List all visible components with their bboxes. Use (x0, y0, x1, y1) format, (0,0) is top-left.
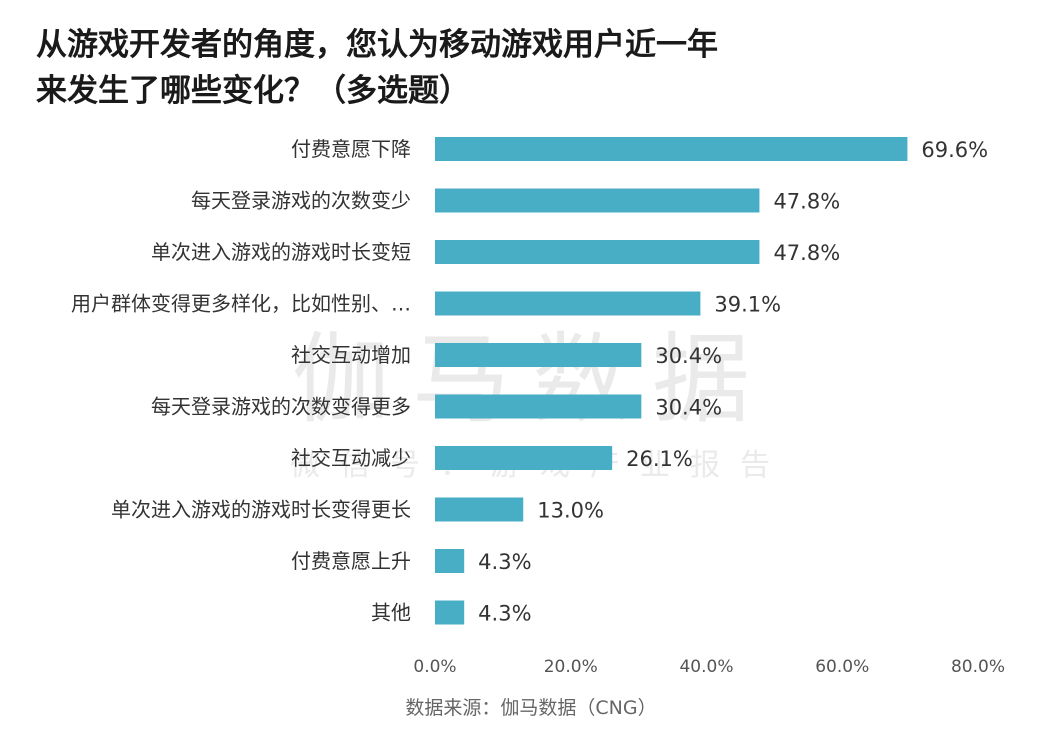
bar (435, 394, 642, 419)
category-label: 用户群体变得更多样化，比如性别、… (71, 292, 411, 316)
category-label: 付费意愿下降 (291, 137, 411, 161)
category-label: 社交互动减少 (291, 446, 411, 470)
x-tick-label: 60.0% (815, 657, 869, 677)
value-label: 26.1% (626, 447, 693, 471)
bar (435, 188, 760, 213)
value-label: 4.3% (478, 550, 531, 574)
bar (435, 549, 465, 573)
x-tick-label: 80.0% (951, 657, 1005, 677)
category-label: 单次进入游戏的游戏时长变短 (151, 240, 411, 264)
chart-title: 从游戏开发者的角度，您认为移动游戏用户近一年 来发生了哪些变化？（多选题） (36, 22, 816, 114)
x-tick-label: 40.0% (679, 657, 733, 677)
bar (435, 291, 701, 316)
x-tick-label: 0.0% (413, 657, 456, 677)
bar (435, 497, 524, 522)
value-label: 47.8% (773, 190, 840, 214)
bar (435, 137, 908, 161)
value-label: 4.3% (478, 602, 531, 626)
value-label: 69.6% (921, 138, 988, 162)
bar (435, 343, 642, 367)
chart-title-line-1: 从游戏开发者的角度，您认为移动游戏用户近一年 (36, 27, 718, 63)
category-label: 其他 (371, 601, 411, 625)
category-label: 付费意愿上升 (291, 549, 411, 573)
value-label: 39.1% (714, 293, 781, 317)
category-label: 每天登录游戏的次数变得更多 (151, 395, 411, 419)
value-label: 47.8% (773, 241, 840, 265)
bar (435, 446, 613, 470)
x-tick-label: 20.0% (544, 657, 598, 677)
category-label: 每天登录游戏的次数变少 (191, 189, 411, 213)
data-source-note: 数据来源：伽马数据（CNG） (405, 697, 657, 719)
value-label: 30.4% (655, 396, 722, 420)
category-label: 单次进入游戏的游戏时长变得更长 (111, 498, 411, 522)
bar (435, 600, 465, 625)
chart-title-line-2: 来发生了哪些变化？（多选题） (36, 73, 470, 109)
bar (435, 240, 760, 264)
category-label: 社交互动增加 (291, 343, 411, 367)
value-label: 13.0% (537, 499, 604, 523)
value-label: 30.4% (655, 344, 722, 368)
